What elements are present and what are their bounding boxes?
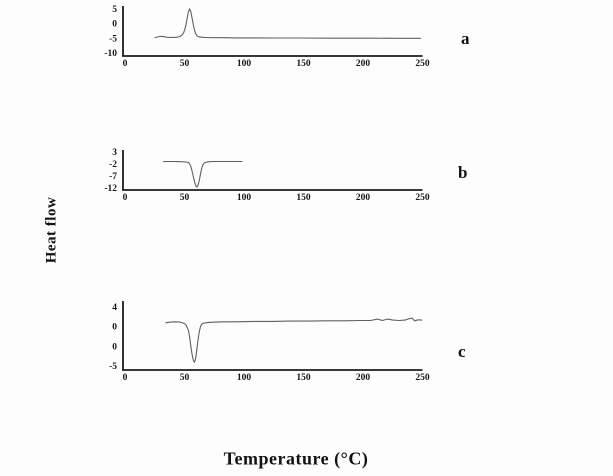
- y-tick-label: 0: [112, 323, 117, 333]
- curve-a: [154, 8, 422, 39]
- y-tick-label: -12: [104, 184, 117, 194]
- y-tick-label: 4: [112, 303, 117, 313]
- x-tick-label: 0: [123, 373, 128, 383]
- y-tick-label: 3: [112, 148, 117, 158]
- x-tick-label: 50: [180, 193, 190, 203]
- x-tick-label: 100: [237, 373, 252, 383]
- x-tick-label: 100: [237, 59, 252, 69]
- chart-panel-a: 50-5-100 50 100 150 200 250: [104, 5, 430, 69]
- y-tick-label: 0: [112, 342, 117, 352]
- y-axis-label: Heat flow: [43, 196, 60, 264]
- x-tick-label: 250: [415, 193, 430, 203]
- panel-label-b: b: [458, 163, 468, 182]
- x-tick-label: 150: [296, 59, 311, 69]
- y-tick-label: 0: [112, 20, 117, 30]
- panel-label-c: c: [458, 342, 466, 361]
- x-tick-label: 250: [415, 59, 430, 69]
- curve-b: [162, 160, 243, 188]
- x-tick-label: 250: [415, 373, 430, 383]
- x-tick-label: 200: [356, 59, 371, 69]
- x-tick-label: 200: [356, 193, 371, 203]
- x-tick-label: 150: [296, 193, 311, 203]
- x-tick-label: 100: [237, 193, 252, 203]
- x-tick-label: 200: [356, 373, 371, 383]
- curve-c: [165, 317, 423, 363]
- x-tick-label: 50: [180, 59, 190, 69]
- x-tick-label: 150: [296, 373, 311, 383]
- x-tick-label: 0: [123, 193, 128, 203]
- y-tick-label: 5: [112, 5, 117, 15]
- y-tick-label: -10: [104, 49, 117, 59]
- y-tick-label: -5: [109, 34, 117, 44]
- chart-panel-c: 4 0 0 -5 0 50 100 150 200 250: [109, 301, 430, 383]
- panel-label-a: a: [461, 29, 470, 48]
- x-tick-label: 50: [180, 373, 190, 383]
- y-tick-label: -5: [109, 362, 117, 372]
- y-tick-label: -2: [109, 160, 117, 170]
- x-tick-label: 0: [123, 59, 128, 69]
- x-axis-label: Temperature (°C): [223, 448, 369, 469]
- y-tick-label: -7: [109, 172, 117, 182]
- chart-panel-b: 3 -2 -7 -12 0 50 100 150 200 250: [104, 148, 430, 203]
